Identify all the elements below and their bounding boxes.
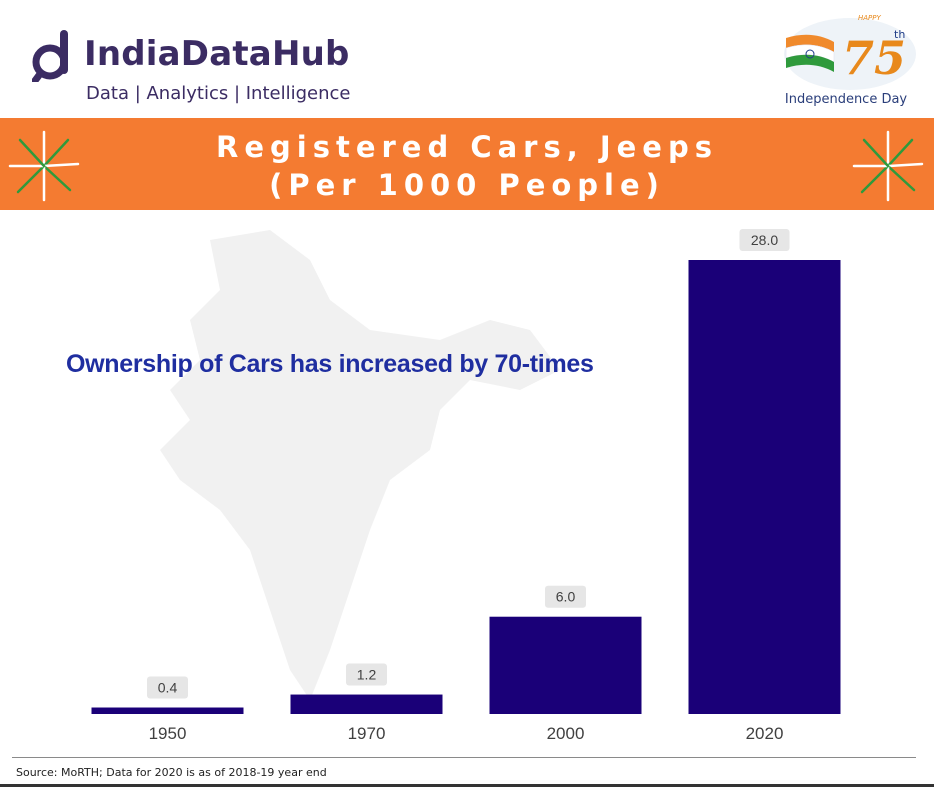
- bar-chart: 0.4 1950 1.2 1970 6.0 2000 28.0 2020: [91, 229, 841, 743]
- x-tick-label: 2000: [547, 724, 585, 743]
- bar: [489, 616, 642, 714]
- x-tick-label: 1970: [348, 724, 386, 743]
- data-label: 1.2: [357, 667, 377, 683]
- bottom-rule: [0, 784, 934, 787]
- data-label: 6.0: [556, 589, 576, 605]
- bar: [290, 694, 443, 714]
- data-label: 0.4: [158, 680, 178, 696]
- firework-right-icon: [852, 130, 924, 202]
- brand-tagline: Data | Analytics | Intelligence: [86, 83, 351, 104]
- india-map-watermark-icon: [160, 230, 560, 700]
- chart-title-line1: Registered Cars, Jeeps: [216, 130, 718, 164]
- logo: IndiaDataHub Data | Analytics | Intellig…: [28, 26, 388, 110]
- bar: [91, 707, 244, 714]
- title-banner: Registered Cars, Jeeps (Per 1000 People): [0, 118, 934, 210]
- chart-title-line2: (Per 1000 People): [269, 168, 665, 202]
- x-tick-label: 2020: [746, 724, 784, 743]
- chart-title: Registered Cars, Jeeps (Per 1000 People): [120, 128, 814, 204]
- source-divider: [12, 757, 916, 758]
- independence-day-75-emblem-icon: 75 th HAPPY: [784, 14, 916, 90]
- indiadatahub-logo-icon: [32, 30, 68, 82]
- firework-left-icon: [8, 130, 80, 202]
- badge-caption: Independence Day: [784, 92, 908, 107]
- data-label-background: [739, 229, 790, 251]
- badge-happy: HAPPY: [858, 14, 881, 22]
- badge-number: 75: [842, 31, 906, 85]
- chart-annotation: Ownership of Cars has increased by 70-ti…: [66, 350, 594, 378]
- brand-name: IndiaDataHub: [84, 34, 350, 74]
- data-label-background: [147, 676, 188, 699]
- data-label: 28.0: [751, 232, 778, 248]
- badge-suffix: th: [894, 28, 905, 41]
- bar: [688, 260, 841, 714]
- x-tick-label: 1950: [149, 724, 187, 743]
- independence-day-badge: 75 th HAPPY Independence Day: [772, 8, 920, 112]
- data-label-background: [346, 663, 387, 686]
- source-note: Source: MoRTH; Data for 2020 is as of 20…: [16, 766, 327, 779]
- data-label-background: [545, 585, 586, 608]
